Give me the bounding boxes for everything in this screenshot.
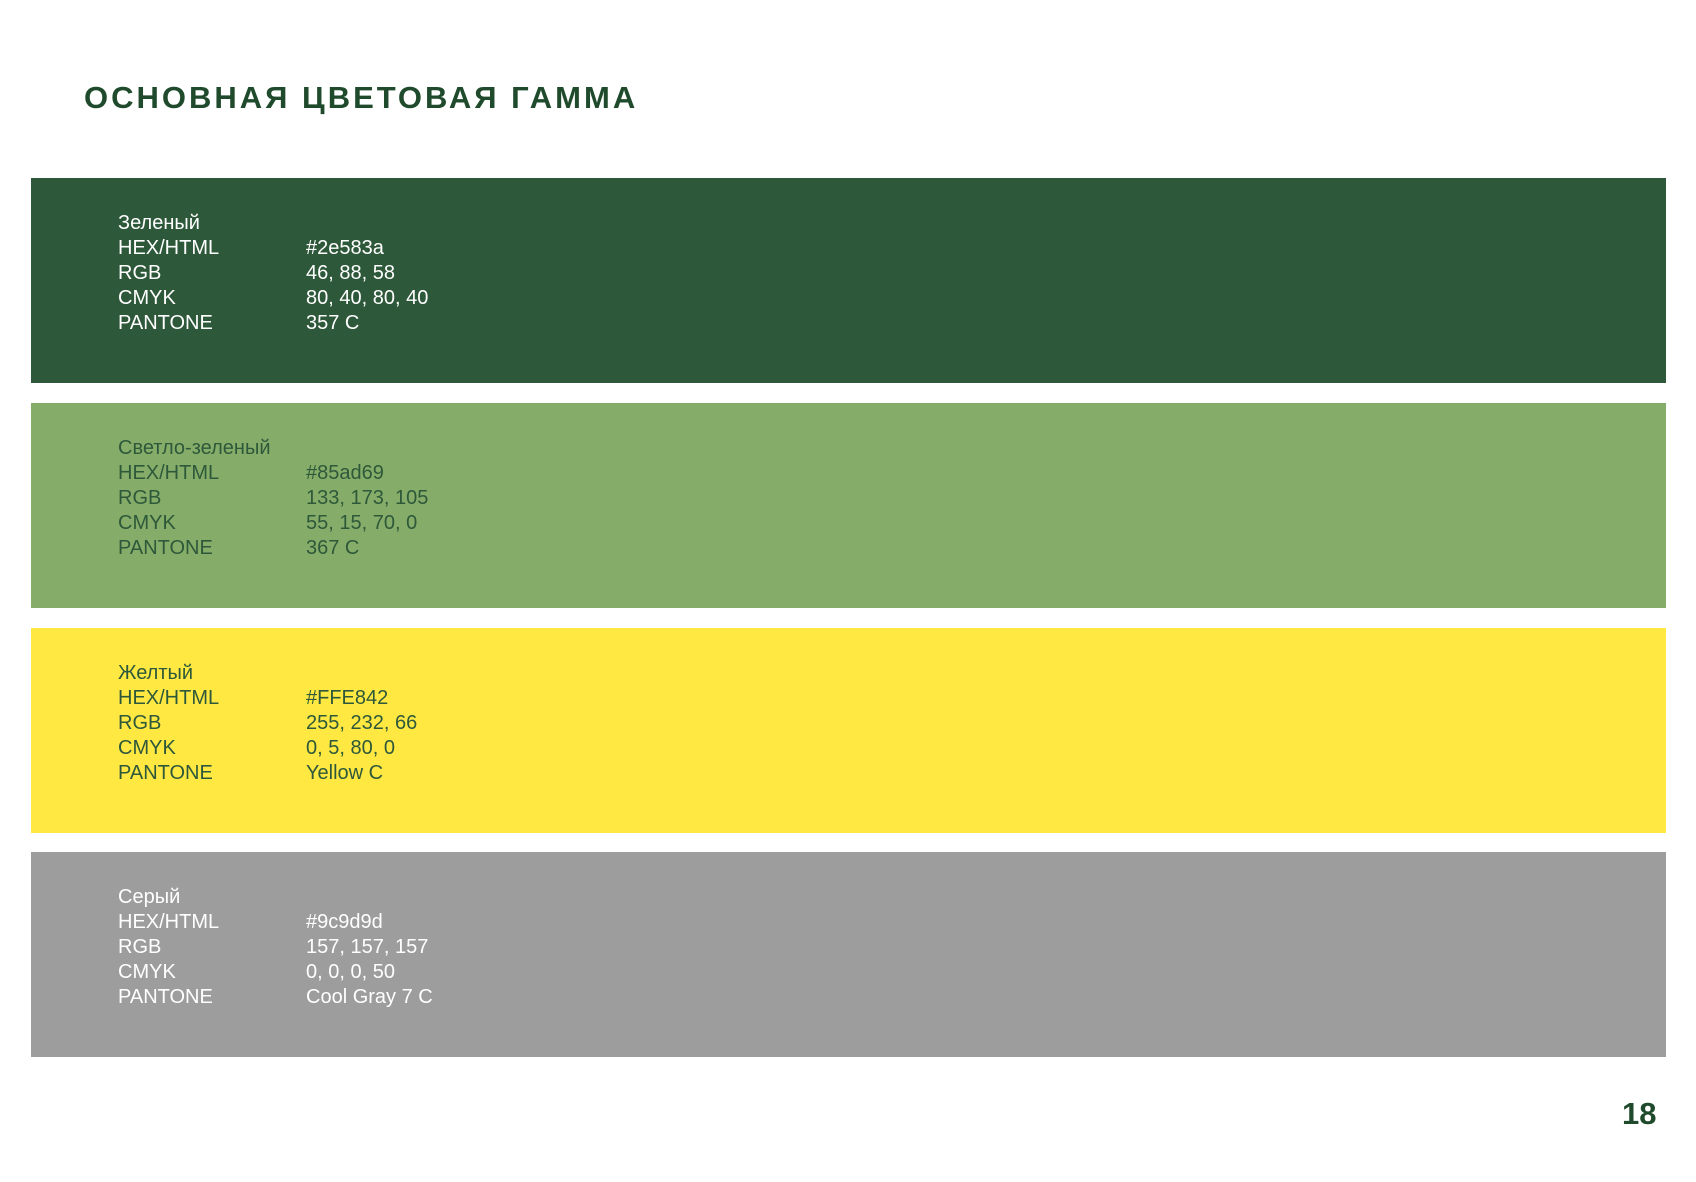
color-spec-row: HEX/HTML #85ad69 [118, 461, 428, 486]
spec-label: HEX/HTML [118, 911, 220, 933]
color-spec-row: PANTONE 367 C [118, 536, 428, 561]
color-swatch: Светло-зеленый HEX/HTML #85ad69 RGB 133,… [31, 403, 1666, 608]
spec-value: #2e583a [306, 237, 384, 259]
page-number: 18 [1622, 1096, 1657, 1131]
spec-value: #9c9d9d [306, 911, 383, 933]
spec-label: HEX/HTML [118, 462, 220, 484]
spec-value: Yellow C [306, 762, 384, 784]
spec-value: 0, 5, 80, 0 [306, 737, 395, 759]
color-swatch: Желтый HEX/HTML #FFE842 RGB 255, 232, 66… [31, 628, 1666, 833]
color-swatch: Зеленый HEX/HTML #2e583a RGB 46, 88, 58 … [31, 178, 1666, 383]
color-name: Серый [118, 886, 181, 908]
spec-label: CMYK [118, 512, 176, 534]
spec-label: CMYK [118, 737, 176, 759]
color-name: Светло-зеленый [118, 437, 271, 459]
color-spec-row: CMYK 0, 5, 80, 0 [118, 736, 417, 761]
spec-label: RGB [118, 262, 162, 284]
color-spec-row: PANTONE Yellow C [118, 761, 417, 786]
page-title: ОСНОВНАЯ ЦВЕТОВАЯ ГАММА [84, 80, 639, 115]
color-info: Зеленый HEX/HTML #2e583a RGB 46, 88, 58 … [118, 211, 428, 336]
spec-value: 357 C [306, 312, 360, 334]
spec-value: #85ad69 [306, 462, 384, 484]
color-spec-row: CMYK 80, 40, 80, 40 [118, 286, 428, 311]
color-spec-row: RGB 46, 88, 58 [118, 261, 428, 286]
color-spec-row: PANTONE Cool Gray 7 C [118, 985, 433, 1010]
spec-label: PANTONE [118, 312, 213, 334]
spec-label: RGB [118, 712, 162, 734]
spec-value: 46, 88, 58 [306, 262, 395, 284]
color-name: Зеленый [118, 212, 200, 234]
spec-value: 157, 157, 157 [306, 936, 429, 958]
spec-value: 133, 173, 105 [306, 487, 429, 509]
spec-label: HEX/HTML [118, 687, 220, 709]
spec-value: Cool Gray 7 C [306, 986, 433, 1008]
spec-value: 0, 0, 0, 50 [306, 961, 395, 983]
color-info: Желтый HEX/HTML #FFE842 RGB 255, 232, 66… [118, 661, 417, 786]
spec-label: CMYK [118, 961, 176, 983]
spec-value: #FFE842 [306, 687, 389, 709]
color-name: Желтый [118, 662, 194, 684]
spec-label: PANTONE [118, 986, 213, 1008]
spec-value: 367 C [306, 537, 360, 559]
spec-label: RGB [118, 936, 162, 958]
color-spec-row: HEX/HTML #2e583a [118, 236, 428, 261]
color-spec-row: HEX/HTML #FFE842 [118, 686, 417, 711]
color-spec-row: CMYK 55, 15, 70, 0 [118, 511, 428, 536]
color-spec-row: HEX/HTML #9c9d9d [118, 910, 433, 935]
color-swatch: Серый HEX/HTML #9c9d9d RGB 157, 157, 157… [31, 852, 1666, 1057]
spec-value: 80, 40, 80, 40 [306, 287, 429, 309]
spec-value: 255, 232, 66 [306, 712, 418, 734]
color-spec-row: PANTONE 357 C [118, 311, 428, 336]
spec-label: CMYK [118, 287, 176, 309]
spec-label: PANTONE [118, 762, 213, 784]
color-info: Светло-зеленый HEX/HTML #85ad69 RGB 133,… [118, 436, 428, 561]
spec-label: HEX/HTML [118, 237, 220, 259]
color-info: Серый HEX/HTML #9c9d9d RGB 157, 157, 157… [118, 885, 433, 1010]
color-spec-row: RGB 133, 173, 105 [118, 486, 428, 511]
color-spec-row: CMYK 0, 0, 0, 50 [118, 960, 433, 985]
spec-label: PANTONE [118, 537, 213, 559]
spec-value: 55, 15, 70, 0 [306, 512, 418, 534]
spec-label: RGB [118, 487, 162, 509]
color-spec-row: RGB 157, 157, 157 [118, 935, 433, 960]
color-spec-row: RGB 255, 232, 66 [118, 711, 417, 736]
